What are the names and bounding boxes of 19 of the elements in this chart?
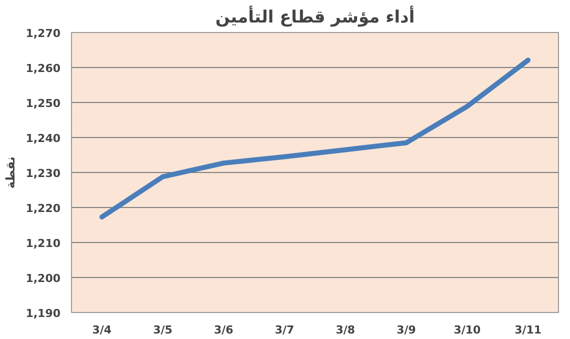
y-axis-title: نقطة [4,156,18,189]
x-tick-label: 3/11 [514,324,542,336]
y-tick-label: 1,240 [26,132,61,145]
y-tick-label: 1,260 [26,62,61,75]
x-tick-label: 3/4 [92,324,112,336]
y-tick-label: 1,230 [26,167,61,180]
y-tick-label: 1,250 [26,97,61,110]
y-tick-label: 1,190 [26,307,61,320]
y-tick-label: 1,220 [26,202,61,215]
x-tick-label: 3/8 [336,324,356,336]
x-tick-label: 3/7 [274,324,294,336]
x-tick-label: 3/5 [153,324,172,336]
x-tick-label: 3/10 [454,324,482,336]
x-tick-label: 3/6 [214,324,234,336]
chart-title: أداء مؤشر قطاع التأمين [215,6,415,28]
y-tick-label: 1,210 [26,237,61,250]
y-tick-label: 1,270 [26,27,61,40]
x-tick-label: 3/9 [396,324,416,336]
y-tick-label: 1,200 [26,272,61,285]
